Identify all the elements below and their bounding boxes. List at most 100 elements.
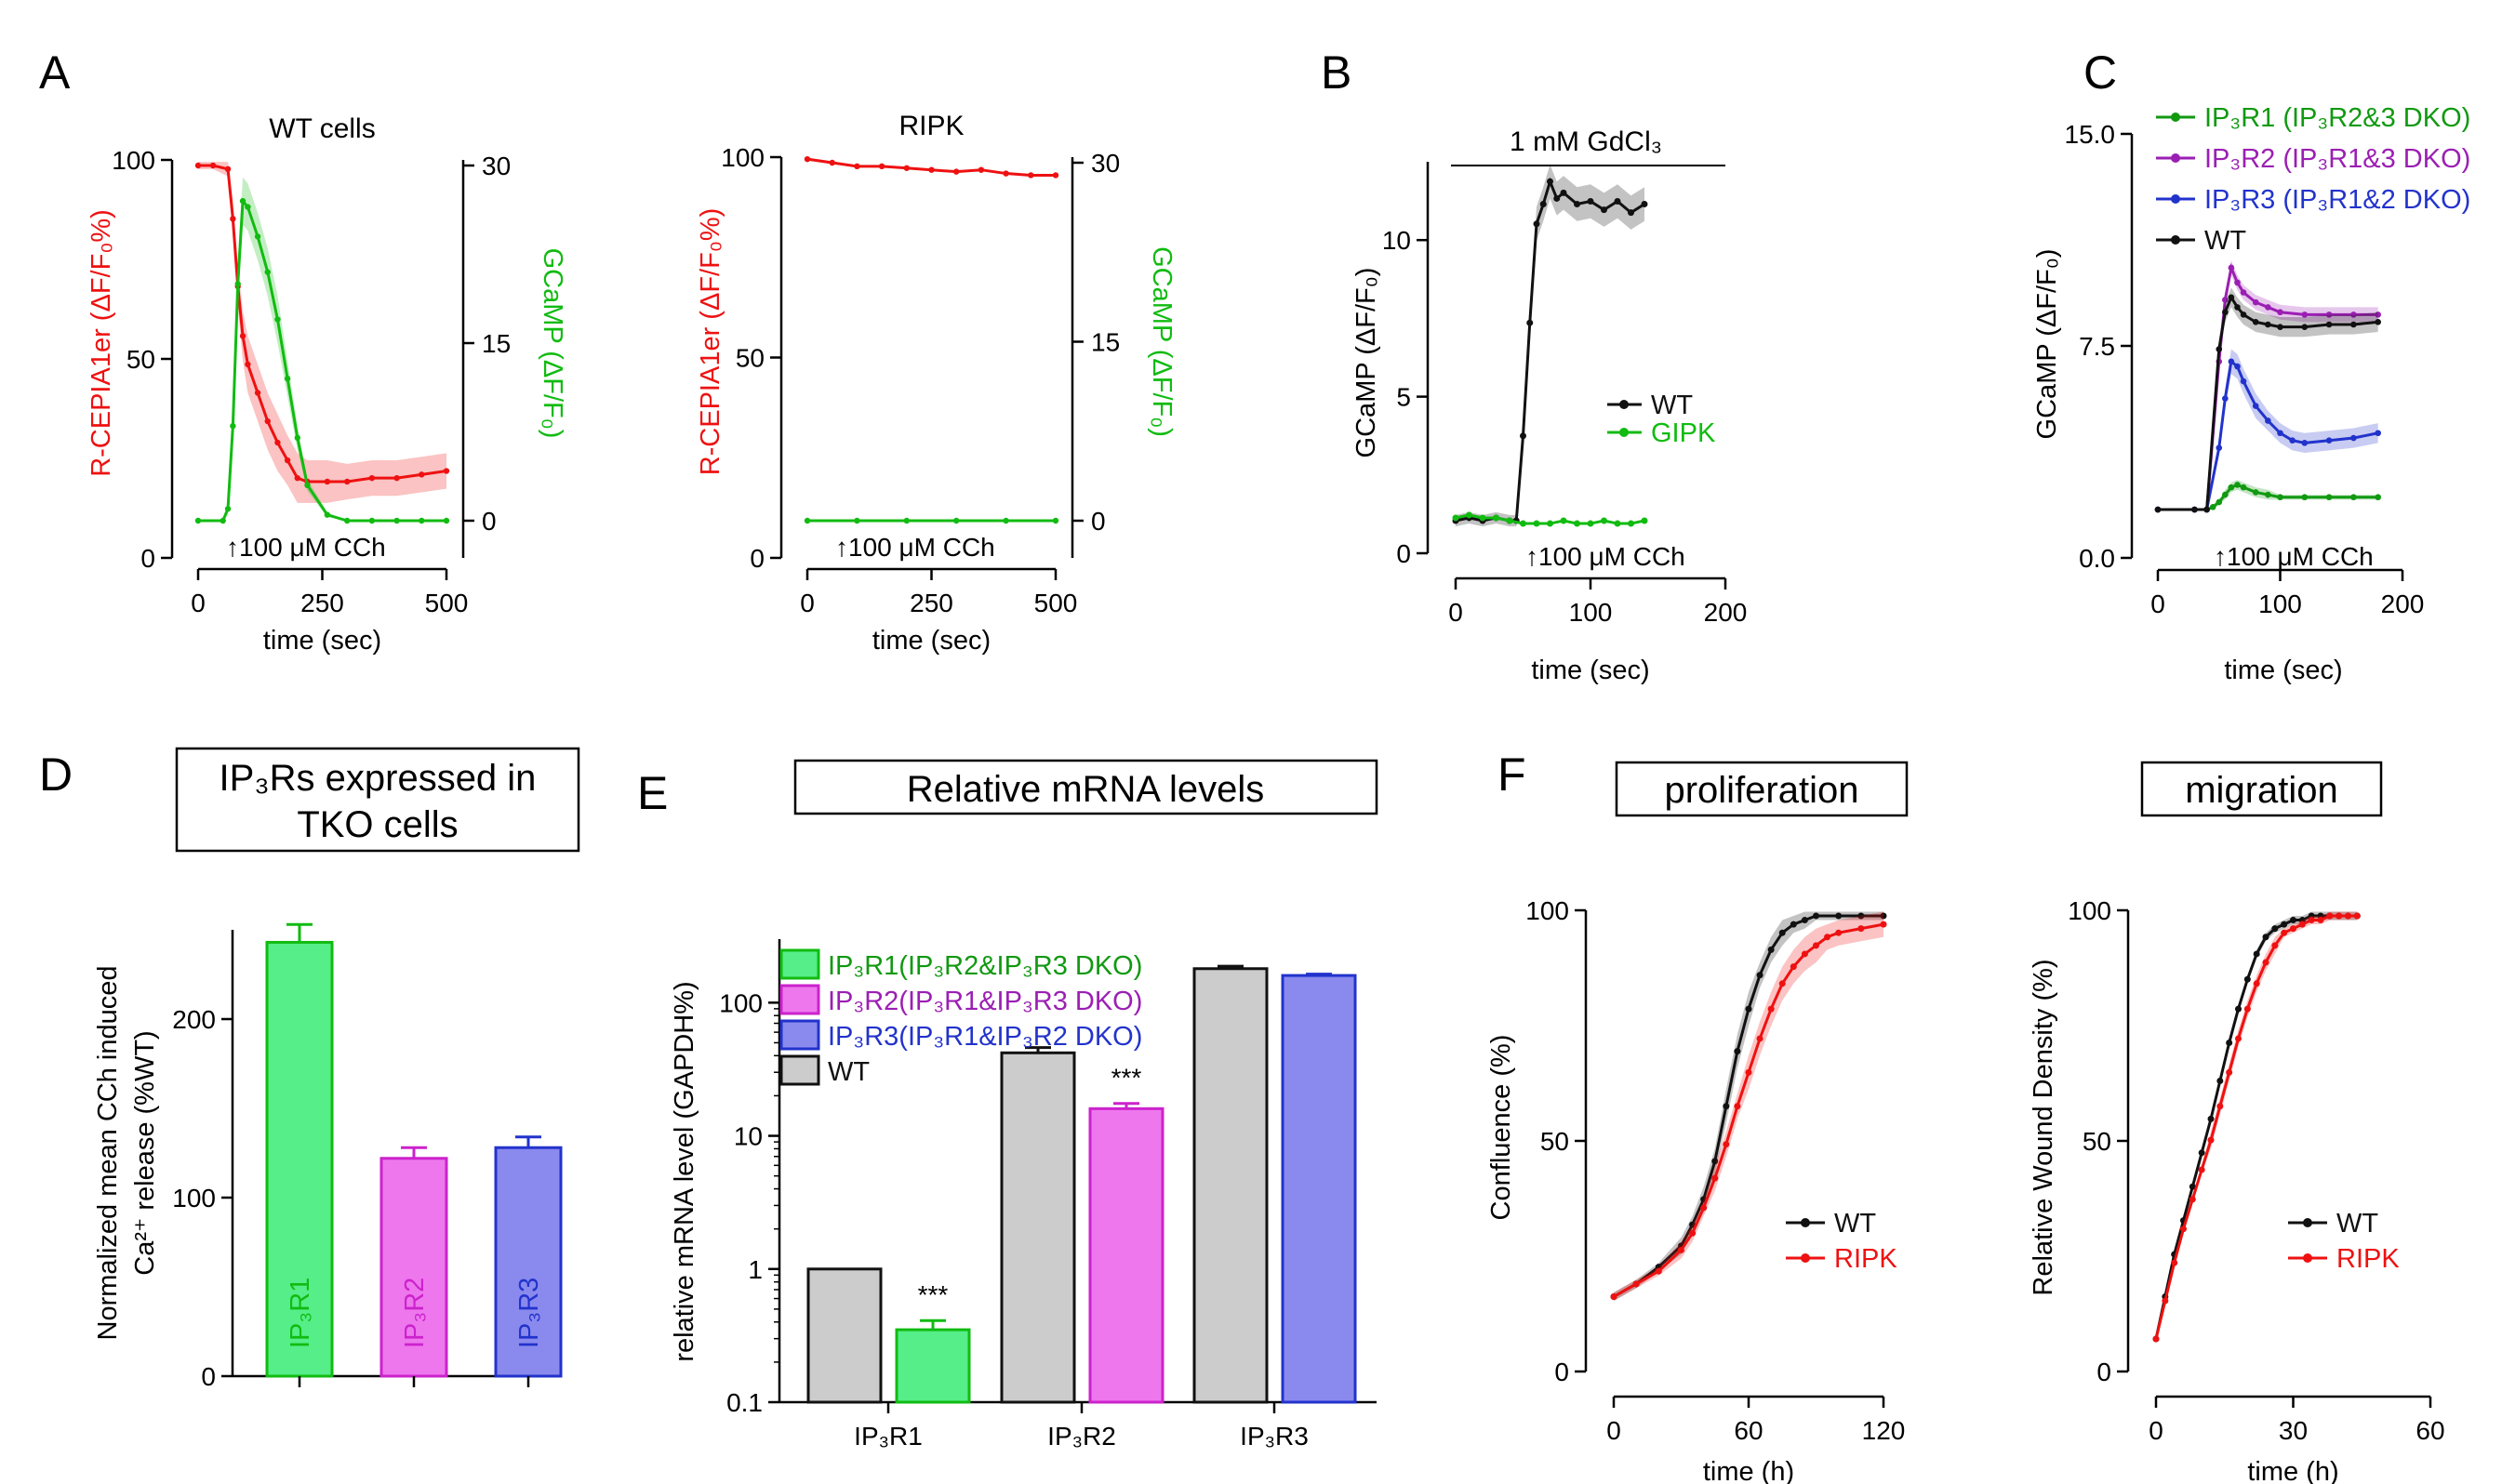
y-tick-label: 0 xyxy=(201,1362,216,1391)
bar-label: IP₃R3 xyxy=(514,1278,544,1348)
data-point-gcamp xyxy=(274,316,281,323)
x-axis-title: time (sec) xyxy=(1531,656,1649,685)
legend-marker xyxy=(1801,1218,1810,1227)
legend-label: IP₃R2 (IP₃R1&3 DKO) xyxy=(2204,144,2470,174)
data-point-ip-r1-ip-r2-3-dko- xyxy=(2265,491,2271,498)
data-point-ip-r2-ip-r1-3-dko- xyxy=(2350,311,2357,318)
data-point-wt xyxy=(1756,972,1763,979)
legend-label: WT xyxy=(2336,1209,2378,1239)
data-point-gipk xyxy=(1574,520,1580,527)
data-point-wt xyxy=(1547,178,1553,185)
data-point-gcamp xyxy=(1052,517,1059,524)
data-point-ripk xyxy=(2308,917,2315,924)
y-tick-label: 100 xyxy=(1525,896,1569,925)
data-point-gipk xyxy=(1601,517,1607,524)
data-point-gcamp xyxy=(294,434,300,442)
data-point-wt xyxy=(1560,189,1567,196)
data-point-ip-r3-ip-r1-2-dko- xyxy=(2216,444,2223,451)
title-box-line: IP₃Rs expressed in xyxy=(220,758,537,799)
series-error-band-wt xyxy=(1614,911,1883,1302)
x-tick-label: 120 xyxy=(1862,1416,1906,1445)
data-point-wt xyxy=(2277,324,2283,330)
data-point-wt xyxy=(2216,1077,2224,1084)
stimulus-annotation: ↑100 μM CCh xyxy=(1525,542,1685,571)
chart-A2: 0 50 100 0 15 30 0 250 500 RIPK ↑100 μM CCh time (s… xyxy=(696,111,1177,656)
data-point-ip-r3-ip-r1-2-dko- xyxy=(2234,363,2241,370)
data-point-ripk xyxy=(1835,929,1843,936)
series-error-band-ripk xyxy=(2156,911,2358,1339)
x-tick-label: 100 xyxy=(2258,590,2302,618)
x-tick-label: 500 xyxy=(1034,589,1078,617)
x-tick-label: IP₃R2 xyxy=(1047,1422,1116,1451)
y2-tick-label: 30 xyxy=(1091,149,1120,178)
y-axis-title: GCaMP (ΔF/F₀) xyxy=(1351,268,1381,458)
data-point-r-cepia1er xyxy=(230,216,236,222)
data-point-ripk xyxy=(1734,1103,1741,1110)
data-point-ripk xyxy=(2207,1136,2215,1144)
x-tick-label: 0 xyxy=(2149,1416,2163,1445)
data-point-ip-r1-ip-r2-3-dko- xyxy=(2277,494,2283,501)
x-tick-label: IP₃R3 xyxy=(1240,1422,1309,1451)
data-point-ripk xyxy=(1767,1005,1775,1013)
title-box-line: TKO cells xyxy=(297,804,458,845)
y-axis-title: Normalized mean CCh induced xyxy=(93,966,123,1341)
data-point-gcamp xyxy=(220,517,226,524)
bar xyxy=(265,940,334,1378)
chart-A1: 0 50 100 0 15 30 0 250 500 WT cells ↑100 μM CCh tim… xyxy=(87,113,567,656)
data-point-wt xyxy=(1711,1158,1719,1165)
data-point-wt xyxy=(2243,975,2251,983)
series-error-band-wt xyxy=(2158,287,2378,510)
data-point-r-cepia1er xyxy=(324,478,331,485)
data-point-ripk xyxy=(2262,959,2269,966)
data-point-wt xyxy=(1614,197,1621,205)
data-point-wt xyxy=(1526,319,1534,326)
legend-label: GIPK xyxy=(1651,418,1716,448)
data-point-r-cepia1er xyxy=(903,165,910,171)
data-point-ip-r1-ip-r2-3-dko- xyxy=(2252,489,2259,496)
data-point-wt xyxy=(2203,506,2210,513)
data-point-ripk xyxy=(1756,1035,1763,1042)
data-point-r-cepia1er xyxy=(829,159,835,166)
data-point-ip-r3-ip-r1-2-dko- xyxy=(2228,358,2235,365)
series-error-band-ip-r3-ip-r1-2-dko- xyxy=(2158,349,2378,510)
data-point-wt xyxy=(2198,1149,2205,1157)
data-point-gcamp xyxy=(264,269,271,275)
data-point-ripk xyxy=(2198,1166,2205,1173)
panel-label-A: A xyxy=(39,46,71,99)
x-axis-title: time (h) xyxy=(2247,1457,2338,1484)
data-point-wt xyxy=(2375,319,2381,325)
x-tick-label: IP₃R1 xyxy=(854,1422,923,1451)
data-point-ip-r1-ip-r2-3-dko- xyxy=(2350,494,2357,501)
data-point-ip-r2-ip-r1-3-dko- xyxy=(2228,264,2235,272)
data-point-r-cepia1er xyxy=(854,163,860,170)
data-point-gcamp xyxy=(854,517,860,524)
x-tick-label: 0 xyxy=(800,589,815,617)
bar xyxy=(1000,1051,1076,1404)
x-tick-label: 100 xyxy=(1569,598,1613,627)
chart-title: RIPK xyxy=(898,111,964,141)
data-point-ripk xyxy=(1655,1267,1662,1275)
legend-label: WT xyxy=(1651,391,1693,420)
legend-marker xyxy=(2171,194,2180,204)
data-point-ip-r3-ip-r1-2-dko- xyxy=(2277,430,2283,437)
y-tick-label: 0 xyxy=(140,544,155,573)
data-point-wt xyxy=(2234,304,2241,311)
data-point-wt xyxy=(1857,912,1865,920)
y-tick-label: 0 xyxy=(1396,539,1411,568)
data-point-wt xyxy=(2271,925,2279,933)
data-point-ip-r3-ip-r1-2-dko- xyxy=(2375,430,2381,437)
data-point-ripk xyxy=(2336,912,2343,920)
data-point-gcamp xyxy=(230,422,236,430)
legend-marker xyxy=(2171,113,2180,122)
data-point-ripk xyxy=(2243,1005,2251,1013)
y-axis-title: R-CEPIA1er (ΔF/F₀%) xyxy=(696,208,725,476)
data-point-wt xyxy=(1587,197,1594,205)
data-point-ripk xyxy=(1711,1174,1719,1182)
data-point-ip-r3-ip-r1-2-dko- xyxy=(2252,403,2259,409)
y-tick-label: 0.1 xyxy=(726,1388,763,1417)
data-point-ip-r3-ip-r1-2-dko- xyxy=(2222,395,2229,402)
legend-label: IP₃R2(IP₃R1&IP₃R3 DKO) xyxy=(828,987,1142,1016)
data-point-ripk xyxy=(1678,1246,1684,1253)
legend-marker xyxy=(2171,235,2180,245)
